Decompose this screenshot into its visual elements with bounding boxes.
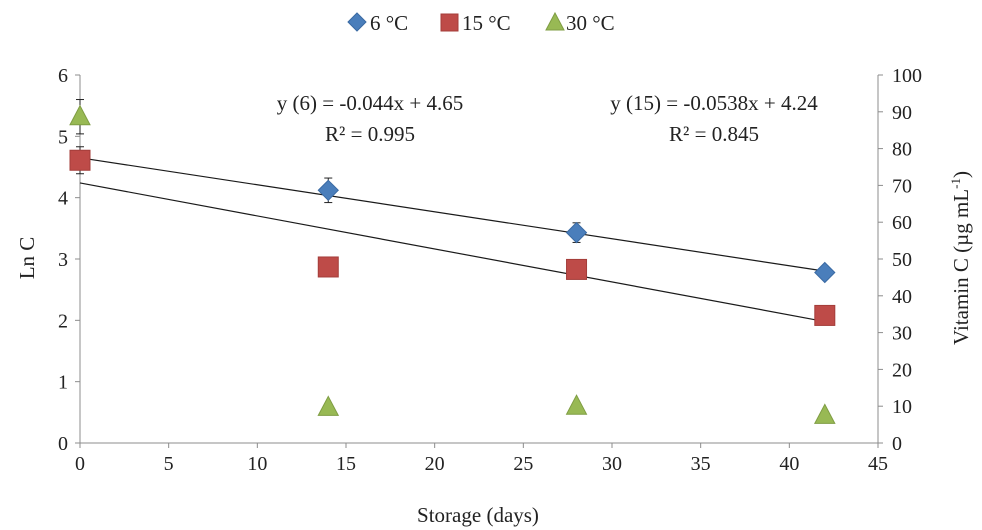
trendline <box>79 182 825 323</box>
y-tick-label: 2 <box>58 310 68 332</box>
legend-diamond-marker <box>347 12 367 32</box>
tick-marks <box>75 74 883 448</box>
data-markers <box>69 104 836 424</box>
trendline <box>79 157 825 272</box>
x-tick-label: 5 <box>164 453 174 475</box>
y-tick-label: 0 <box>58 433 68 455</box>
x-tick-label: 35 <box>691 453 711 475</box>
data-point-6c <box>814 261 836 284</box>
legend-item-6c: 6 °C <box>347 11 408 35</box>
r-squared-15c: R² = 0.845 <box>669 122 759 146</box>
y2-tick-label: 60 <box>892 212 912 234</box>
x-tick-label: 25 <box>513 453 533 475</box>
y2-axis-title-main: Vitamin C (µg mL <box>949 189 973 345</box>
y2-tick-label: 100 <box>892 65 922 87</box>
y2-tick-label: 30 <box>892 323 912 345</box>
y2-tick-label: 0 <box>892 433 902 455</box>
data-point-30c <box>813 403 836 424</box>
y2-tick-label: 10 <box>892 396 912 418</box>
y2-axis-title-close: ) <box>949 171 973 178</box>
x-tick-label: 0 <box>75 453 85 475</box>
x-tick-label: 45 <box>868 453 888 475</box>
y-axis-title: Ln C <box>15 237 39 280</box>
data-point-30c <box>317 395 340 416</box>
y2-tick-label: 20 <box>892 359 912 381</box>
y2-axis-title-superscript: -1 <box>948 178 963 189</box>
x-tick-label: 20 <box>425 453 445 475</box>
y2-tick-label: 40 <box>892 286 912 308</box>
r-squared-6c: R² = 0.995 <box>325 122 415 146</box>
x-tick-label: 15 <box>336 453 356 475</box>
error-bars <box>76 99 829 419</box>
data-point-6c <box>565 221 588 244</box>
y-tick-label: 3 <box>58 249 68 271</box>
legend-square-marker <box>440 13 459 32</box>
data-point-15c <box>566 258 588 280</box>
y2-axis-title: Vitamin C (µg mL-1) <box>948 171 973 345</box>
y2-tick-label: 80 <box>892 139 912 161</box>
x-tick-label: 40 <box>779 453 799 475</box>
equation-6c: y (6) = -0.044x + 4.65 <box>277 91 463 115</box>
equation-annotations: y (6) = -0.044x + 4.65 R² = 0.995 y (15)… <box>277 91 818 146</box>
legend-triangle-marker <box>545 11 565 31</box>
y-tick-label: 4 <box>58 188 68 210</box>
legend-label-6c: 6 °C <box>370 11 408 35</box>
y-tick-label: 6 <box>58 65 68 87</box>
data-point-15c <box>69 149 91 171</box>
x-tick-label: 30 <box>602 453 622 475</box>
legend-item-30c: 30 °C <box>545 11 615 35</box>
y-tick-label: 1 <box>58 372 68 394</box>
data-point-30c <box>69 104 91 126</box>
legend: 6 °C 15 °C 30 °C <box>347 11 615 35</box>
x-axis-title: Storage (days) <box>417 503 539 527</box>
data-point-6c <box>317 179 339 202</box>
legend-item-15c: 15 °C <box>440 11 511 35</box>
y-tick-label: 5 <box>58 126 68 148</box>
y2-tick-label: 70 <box>892 175 912 197</box>
data-point-15c <box>814 304 836 326</box>
equation-15c: y (15) = -0.0538x + 4.24 <box>610 91 818 115</box>
legend-label-15c: 15 °C <box>462 11 511 35</box>
legend-label-30c: 30 °C <box>566 11 615 35</box>
y2-tick-label: 90 <box>892 102 912 124</box>
data-point-30c <box>565 394 588 415</box>
y2-tick-label: 50 <box>892 249 912 271</box>
data-point-15c <box>317 256 339 278</box>
x-tick-label: 10 <box>247 453 267 475</box>
trendlines <box>79 157 825 323</box>
